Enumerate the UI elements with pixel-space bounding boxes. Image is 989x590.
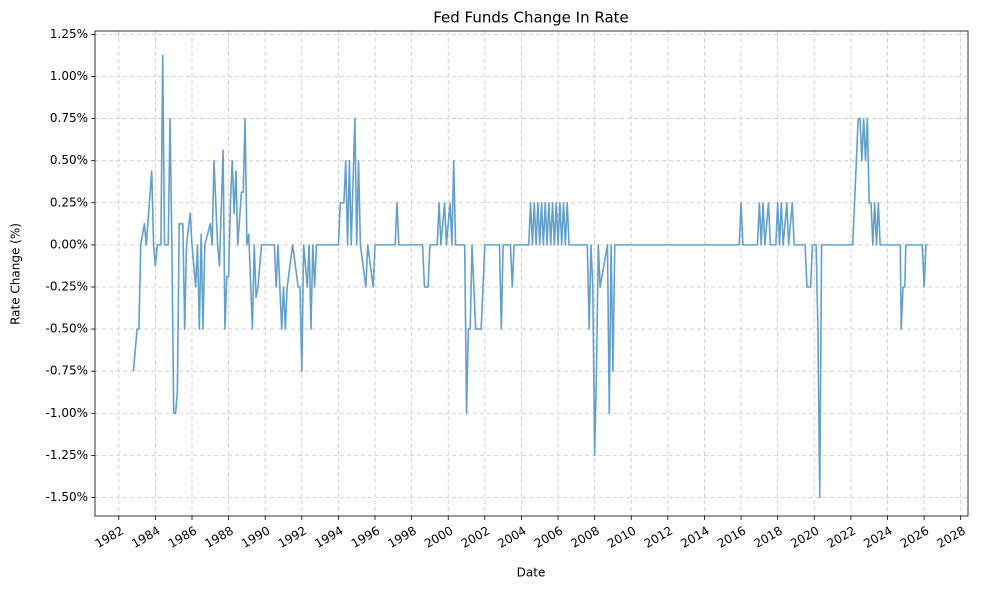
y-tick-label: 1.25% xyxy=(50,27,88,41)
x-tick-label: 2004 xyxy=(495,524,528,551)
x-tick-label: 2010 xyxy=(605,524,638,551)
y-tick-label: 0.75% xyxy=(50,111,88,125)
y-tick-label: 0.50% xyxy=(50,153,88,167)
y-tick-label: -0.75% xyxy=(46,364,88,378)
x-axis-label: Date xyxy=(517,566,546,580)
y-axis-label: Rate Change (%) xyxy=(9,223,23,325)
data-line xyxy=(132,54,928,499)
y-tick-label: -0.50% xyxy=(46,322,88,336)
y-tick-label: -1.00% xyxy=(46,406,88,420)
y-tick-label: 0.00% xyxy=(50,237,88,251)
y-tick-label: -0.25% xyxy=(46,279,88,293)
x-tick-label: 2000 xyxy=(422,524,455,551)
plot-frame xyxy=(94,30,969,517)
x-tick-label: 1984 xyxy=(129,524,162,551)
x-tick-label: 2020 xyxy=(788,524,821,551)
y-tick-label: -1.25% xyxy=(46,448,88,462)
x-tick-label: 1996 xyxy=(349,524,382,551)
x-tick-label: 2016 xyxy=(715,524,748,551)
chart-title: Fed Funds Change In Rate xyxy=(433,9,629,27)
x-tick-label: 2006 xyxy=(532,524,565,551)
y-tick-label: 1.00% xyxy=(50,69,88,83)
x-tick-label: 2012 xyxy=(642,524,675,551)
x-tick-label: 1982 xyxy=(93,524,126,551)
x-tick-label: 2024 xyxy=(861,524,894,551)
x-tick-label: 2018 xyxy=(751,524,784,551)
y-tick-label: -1.50% xyxy=(46,490,88,504)
x-tick-label: 1988 xyxy=(202,524,235,551)
x-tick-label: 1994 xyxy=(312,524,345,551)
y-tick-label: 0.25% xyxy=(50,195,88,209)
x-tick-label: 2028 xyxy=(934,524,967,551)
x-tick-label: 2002 xyxy=(459,524,492,551)
x-tick-label: 1998 xyxy=(385,524,418,551)
x-tick-label: 1992 xyxy=(276,524,309,551)
x-tick-label: 2008 xyxy=(568,524,601,551)
x-tick-label: 2022 xyxy=(825,524,858,551)
x-tick-label: 2014 xyxy=(678,524,711,551)
x-tick-label: 2026 xyxy=(898,524,931,551)
x-tick-label: 1986 xyxy=(166,524,199,551)
x-tick-label: 1990 xyxy=(239,524,272,551)
